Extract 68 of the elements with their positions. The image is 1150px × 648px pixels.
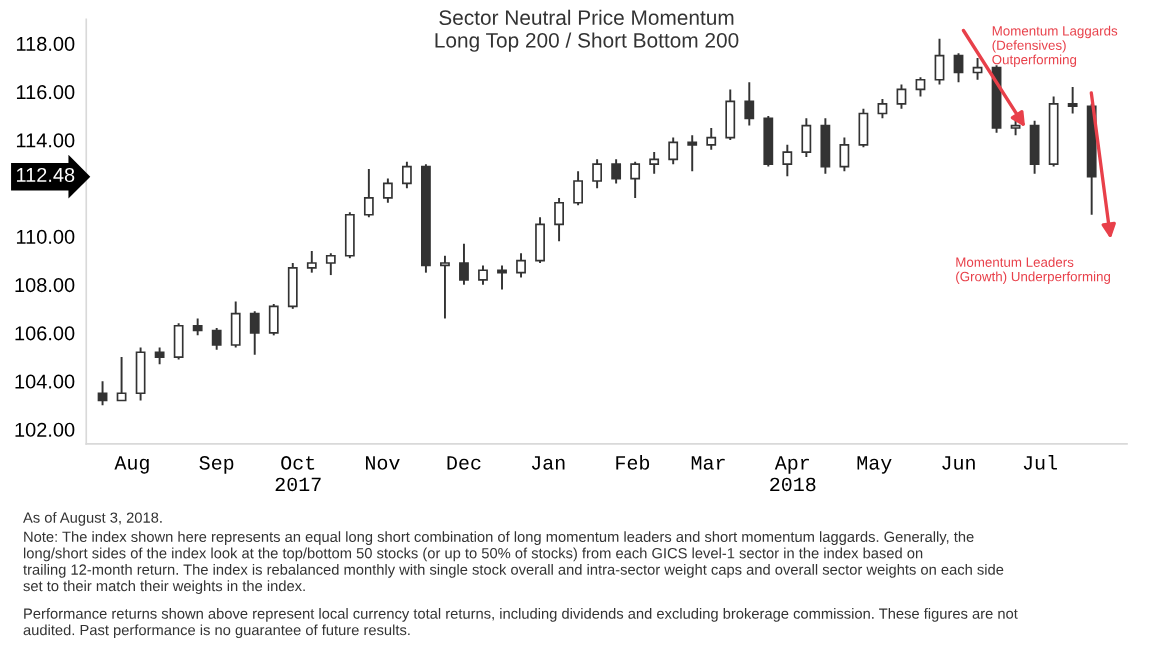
- candlestick: [363, 167, 374, 219]
- candlestick: [782, 143, 793, 178]
- candlestick: [325, 252, 336, 277]
- chart-title: Sector Neutral Price Momentum: [439, 9, 734, 26]
- candlestick: [934, 37, 945, 86]
- y-tick-label: 102.00: [15, 422, 75, 437]
- candlestick: [1029, 119, 1040, 175]
- x-tick-label: Feb: [616, 454, 650, 470]
- candlestick: [554, 196, 564, 243]
- candlestick: [630, 160, 641, 199]
- y-tick-label: 108.00: [15, 278, 75, 293]
- x-tick-label: Dec: [447, 456, 481, 470]
- candlestick: [535, 216, 545, 264]
- candlestick: [287, 262, 298, 310]
- candlestick: [306, 249, 317, 274]
- candlestick: [725, 88, 736, 141]
- x-tick-label: Sep: [199, 456, 234, 474]
- candlestick: [953, 52, 964, 84]
- candlestick: [668, 136, 679, 166]
- candlestick: [344, 211, 355, 260]
- y-tick-label: 114.00: [16, 133, 75, 148]
- candlestick: [230, 300, 241, 349]
- candlestick: [744, 81, 755, 127]
- candlestick: [649, 151, 660, 175]
- y-tick-label: 106.00: [15, 326, 75, 341]
- x-tick-label: May: [857, 456, 892, 474]
- candlestick: [478, 264, 488, 286]
- candlestick: [516, 252, 526, 279]
- candlestick: [820, 117, 831, 175]
- y-tick-label: 116.00: [16, 85, 75, 100]
- candlestick: [173, 322, 184, 361]
- candlestick: [211, 327, 222, 351]
- candlestick: [382, 177, 393, 204]
- x-tick-label: Mar: [691, 456, 725, 470]
- candlestick: [573, 170, 584, 207]
- candlestick: [706, 126, 717, 151]
- x-tick-label: Jul: [1023, 454, 1057, 470]
- y-tick-label: 104.00: [15, 374, 75, 389]
- candlestick: [497, 264, 507, 291]
- candlestick: [896, 83, 907, 110]
- candlestick: [401, 160, 412, 190]
- y-tick-label: 110.00: [16, 229, 75, 244]
- candlestick: [1067, 85, 1078, 115]
- candlestick: [97, 380, 108, 407]
- candlestick: [440, 254, 450, 320]
- candlestick: [687, 134, 698, 173]
- candlestick: [801, 117, 812, 158]
- candlestick: [116, 356, 127, 402]
- candlestick: [135, 346, 146, 402]
- text: Long Top 200 / Short Bottom 200: [435, 32, 739, 52]
- x-tick-label: Apr 2018: [770, 456, 816, 492]
- x-tick-label: Oct 2017: [275, 456, 321, 492]
- candlestick: [592, 158, 603, 190]
- x-tick-label: Nov: [366, 456, 400, 470]
- x-tick-label: Aug: [114, 456, 149, 474]
- y-tick-label: 118.00: [16, 36, 75, 51]
- x-tick-label: Jan: [531, 456, 565, 470]
- x-tick-label: Jun: [942, 456, 975, 470]
- candlestick: [268, 303, 279, 337]
- candlestick: [459, 242, 469, 286]
- candlestick: [839, 136, 850, 173]
- candlestick: [249, 310, 260, 356]
- text: 112.48: [16, 167, 75, 183]
- candlestick: [858, 107, 869, 149]
- candlestick: [877, 98, 888, 120]
- candlestick: [611, 158, 622, 185]
- candlestick: [915, 76, 926, 98]
- candlestick: [763, 114, 774, 168]
